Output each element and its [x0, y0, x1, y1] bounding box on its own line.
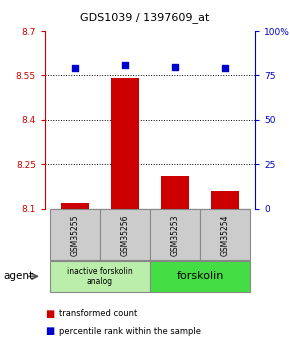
Text: agent: agent — [3, 272, 33, 281]
Point — [123, 62, 127, 68]
Text: percentile rank within the sample: percentile rank within the sample — [59, 327, 202, 336]
Text: ■: ■ — [45, 309, 54, 319]
Bar — [50, 261, 150, 292]
Point — [173, 64, 177, 69]
Text: transformed count: transformed count — [59, 309, 138, 318]
Bar — [100, 209, 150, 260]
Text: GSM35255: GSM35255 — [70, 214, 79, 256]
Bar — [50, 209, 100, 260]
Text: inactive forskolin
analog: inactive forskolin analog — [67, 267, 133, 286]
Text: GSM35256: GSM35256 — [121, 214, 130, 256]
Bar — [200, 209, 250, 260]
Point — [73, 66, 77, 71]
Point — [223, 66, 227, 71]
Text: ■: ■ — [45, 326, 54, 336]
Text: forskolin: forskolin — [176, 272, 224, 281]
Text: GSM35253: GSM35253 — [171, 214, 180, 256]
Text: GSM35254: GSM35254 — [221, 214, 230, 256]
Bar — [150, 209, 200, 260]
Bar — [211, 191, 239, 209]
Bar — [161, 176, 189, 209]
Bar — [61, 203, 89, 209]
Bar — [111, 78, 139, 209]
Bar — [150, 261, 250, 292]
Text: GDS1039 / 1397609_at: GDS1039 / 1397609_at — [80, 12, 210, 23]
